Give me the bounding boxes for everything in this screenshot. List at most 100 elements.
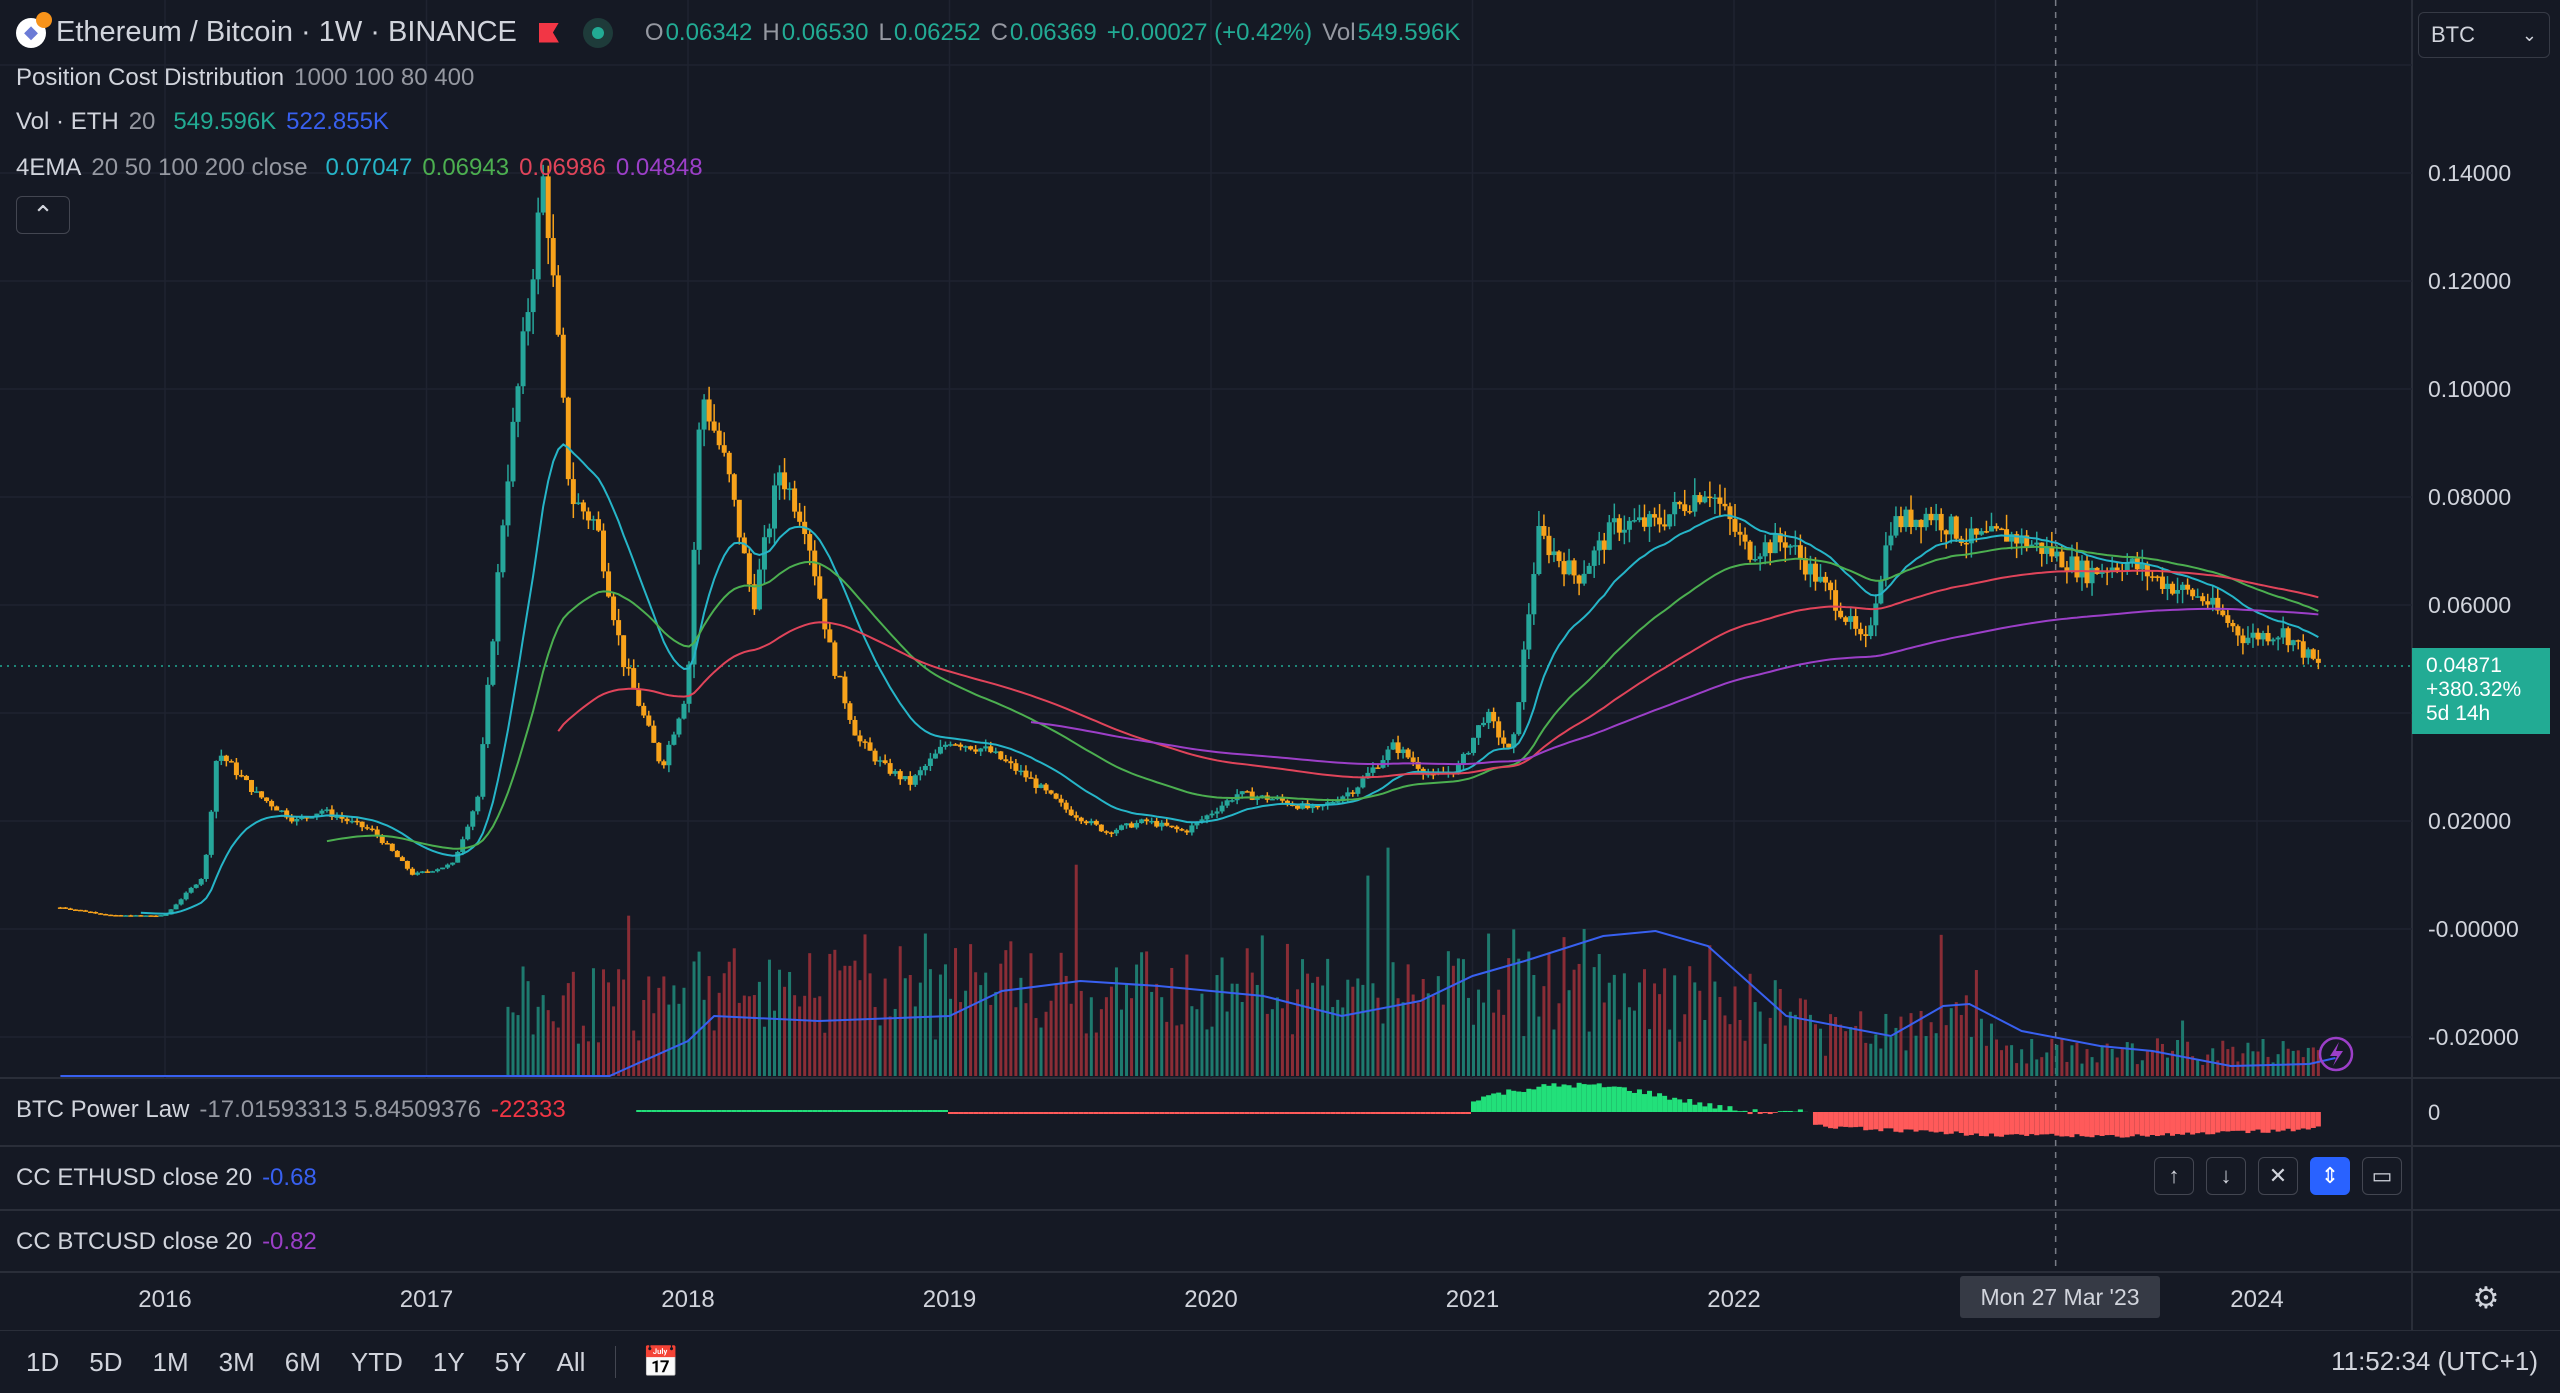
volume-bar — [1009, 941, 1013, 1076]
volume-bar — [1175, 1025, 1179, 1076]
candle-body — [590, 519, 596, 521]
volume-bar — [1813, 1024, 1817, 1076]
range-1y-button[interactable]: 1Y — [432, 1346, 465, 1377]
volume-bar — [2296, 1050, 2300, 1076]
candle-body — [188, 887, 194, 893]
candle-body — [953, 744, 959, 746]
power-law-bar — [2014, 1112, 2020, 1135]
flag-icon[interactable] — [538, 22, 559, 43]
candle-body — [470, 811, 476, 827]
collapse-pane-button[interactable]: ▭ — [2362, 1157, 2402, 1195]
volume-bar — [1602, 1002, 1606, 1076]
volume-bar — [1391, 962, 1395, 1076]
pcd-legend[interactable]: Position Cost Distribution 1000 100 80 4… — [16, 64, 474, 92]
volume-bar — [727, 961, 731, 1076]
gear-icon: ⚙ — [2472, 1281, 2500, 1315]
power-law-bar — [968, 1112, 974, 1114]
candle-body — [465, 826, 471, 840]
volume-bar — [1084, 1033, 1088, 1076]
volume-bar — [2236, 1061, 2240, 1076]
symbol-title[interactable]: Ethereum / Bitcoin · 1W · BINANCE — [56, 16, 517, 48]
go-to-date-button[interactable]: 📅 — [642, 1345, 679, 1380]
volume-bar — [692, 961, 696, 1076]
power-law-bar — [827, 1110, 833, 1112]
clock[interactable]: 11:52:34 (UTC+1) — [2331, 1346, 2538, 1376]
maximize-pane-button[interactable]: ⇕ — [2310, 1157, 2350, 1195]
volume-bar — [1944, 1025, 1948, 1076]
power-law-legend[interactable]: BTC Power Law -17.01593313 5.84509376 -2… — [16, 1096, 566, 1124]
range-ytd-button[interactable]: YTD — [350, 1346, 403, 1377]
power-law-bar — [1315, 1112, 1321, 1114]
volume-bar — [2000, 1050, 2004, 1076]
range-3m-button[interactable]: 3M — [218, 1346, 255, 1377]
candle-body — [1415, 761, 1421, 769]
candle-body — [651, 725, 657, 743]
candle-body — [344, 818, 350, 822]
candle-body — [812, 550, 818, 577]
range-all-button[interactable]: All — [556, 1346, 586, 1377]
power-law-bar — [1551, 1083, 1557, 1112]
maximize-icon: ⇕ — [2320, 1163, 2340, 1188]
candle-body — [1551, 551, 1557, 556]
candle-body — [1636, 517, 1642, 521]
volume-bar — [1321, 985, 1325, 1076]
chart-settings-button[interactable]: ⚙ — [2468, 1280, 2504, 1316]
volume-bar — [546, 1010, 550, 1076]
power-law-bar — [1118, 1112, 1124, 1114]
candle-body — [404, 860, 410, 869]
power-law-bar — [1430, 1112, 1436, 1114]
volume-legend[interactable]: Vol · ETH 20 549.596K 522.855K — [16, 108, 389, 136]
volume-bar — [1718, 996, 1722, 1076]
cc-btcusd-legend[interactable]: CC BTCUSD close 20 -0.82 — [16, 1228, 317, 1256]
volume-bar — [1698, 990, 1702, 1076]
candle-body — [1048, 790, 1054, 794]
candle-body — [2029, 544, 2035, 547]
cc-btcusd-name: CC BTCUSD close 20 — [16, 1228, 253, 1255]
candle-body — [2235, 626, 2241, 636]
market-status-icon[interactable] — [582, 17, 613, 48]
range-1m-button[interactable]: 1M — [152, 1346, 189, 1377]
range-6m-button[interactable]: 6M — [284, 1346, 321, 1377]
power-law-bar — [1440, 1112, 1446, 1114]
power-law-bar — [2164, 1112, 2170, 1134]
power-law-bar — [1968, 1112, 1974, 1136]
candle-body — [2280, 628, 2286, 638]
move-pane-down-button[interactable]: ↓ — [2206, 1157, 2246, 1195]
range-1d-button[interactable]: 1D — [26, 1346, 60, 1377]
volume-bar — [1280, 1008, 1284, 1076]
volume-bar — [1979, 1018, 1983, 1076]
power-law-bar — [1737, 1111, 1743, 1112]
volume-params: 20 — [128, 108, 156, 135]
cc-ethusd-legend[interactable]: CC ETHUSD close 20 -0.68 — [16, 1164, 317, 1192]
candle-body — [706, 399, 712, 422]
power-law-bar — [1330, 1112, 1336, 1114]
currency-select[interactable]: BTC ⌄ — [2418, 12, 2550, 58]
candle-body — [2190, 589, 2196, 597]
power-law-bar — [2230, 1112, 2236, 1131]
volume-bar — [2311, 1047, 2315, 1076]
volume-bar — [642, 999, 646, 1076]
volume-bar — [853, 960, 857, 1076]
lightning-icon[interactable] — [2318, 1036, 2354, 1072]
volume-bar — [1753, 1002, 1757, 1076]
candle-body — [62, 907, 68, 909]
delete-pane-button[interactable]: ✕ — [2258, 1157, 2298, 1195]
candle-body — [2049, 546, 2055, 557]
volume-bar — [888, 1016, 892, 1076]
ema-legend[interactable]: 4EMA 20 50 100 200 close 0.07047 0.06943… — [16, 154, 703, 182]
ohlc-change: +0.00027 (+0.42%) — [1106, 18, 1313, 46]
move-pane-up-button[interactable]: ↑ — [2154, 1157, 2194, 1195]
volume-bar — [1301, 959, 1305, 1076]
volume-bar — [813, 997, 817, 1076]
range-5d-button[interactable]: 5D — [89, 1346, 123, 1377]
candle-body — [1093, 820, 1099, 825]
candle-body — [279, 810, 285, 812]
candle-body — [2210, 597, 2216, 605]
range-5y-button[interactable]: 5Y — [494, 1346, 527, 1377]
candle-body — [243, 775, 249, 781]
bottom-toolbar: 1D 5D 1M 3M 6M YTD 1Y 5Y All 📅 — [0, 1330, 2560, 1393]
collapse-legend-button[interactable]: ⌃ — [16, 196, 70, 234]
candle-body — [2290, 640, 2296, 646]
